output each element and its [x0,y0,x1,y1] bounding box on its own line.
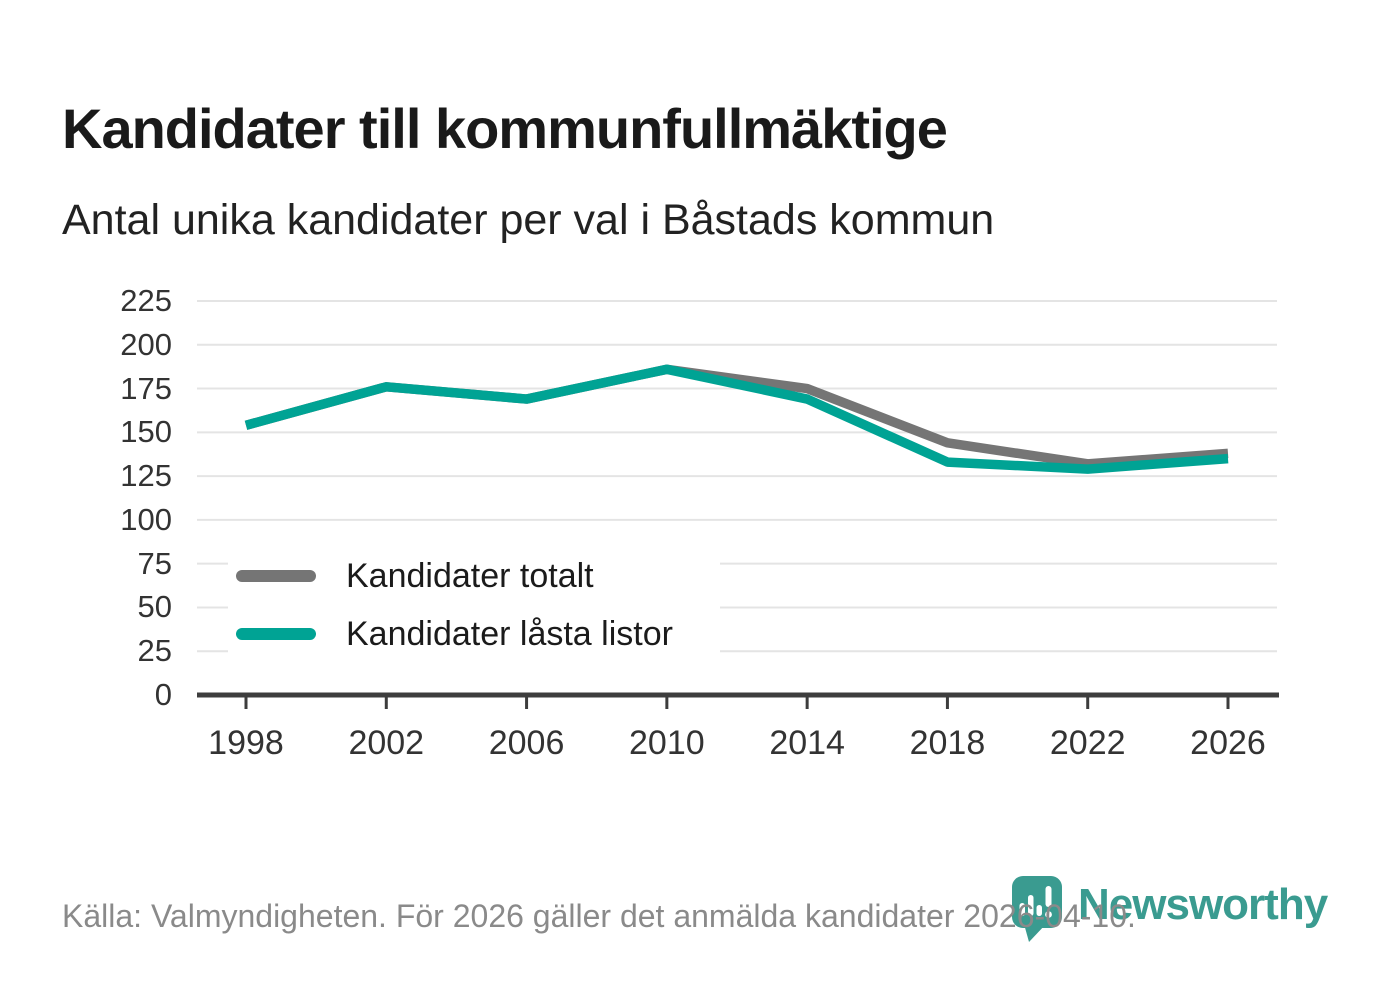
page-subtitle: Antal unika kandidater per val i Båstads… [62,196,995,244]
legend: Kandidater totalt Kandidater låsta listo… [228,547,720,663]
y-tick-label-175: 175 [120,370,172,406]
y-tick-label-0: 0 [154,677,172,712]
x-tick-label-2018: 2018 [909,724,986,762]
y-tick-label-100: 100 [120,501,172,537]
x-tick-label-2002: 2002 [348,724,425,762]
y-tick-label-150: 150 [120,414,172,450]
y-tick-label-25: 25 [137,633,172,669]
x-tick-label-1998: 1998 [208,724,284,762]
x-tick-label-2022: 2022 [1049,724,1126,762]
y-tick-label-225: 225 [120,283,172,318]
x-tick-label-2006: 2006 [488,724,565,762]
newsworthy-pin-icon [1012,876,1062,942]
x-tick-label-2014: 2014 [769,724,845,762]
x-tick-label-2026: 2026 [1190,724,1266,762]
y-tick-label-50: 50 [137,589,172,625]
legend-swatch-lasta-listor-icon [236,628,316,640]
legend-label-totalt: Kandidater totalt [346,556,594,595]
legend-label-lasta-listor: Kandidater låsta listor [346,614,673,653]
legend-item-lasta-listor: Kandidater låsta listor [236,609,720,659]
series-line-1 [244,364,1229,474]
source-note: Källa: Valmyndigheten. För 2026 gäller d… [62,898,1136,934]
y-tick-label-125: 125 [120,458,172,494]
newsworthy-logo: Newsworthy [1012,876,1328,944]
y-tick-label-75: 75 [137,545,172,581]
legend-swatch-totalt-icon [236,570,316,582]
newsworthy-wordmark: Newsworthy [1078,880,1328,929]
legend-item-totalt: Kandidater totalt [236,551,720,601]
x-tick-label-2010: 2010 [629,724,705,762]
y-tick-label-200: 200 [120,326,172,362]
page-title: Kandidater till kommunfullmäktige [62,96,948,160]
